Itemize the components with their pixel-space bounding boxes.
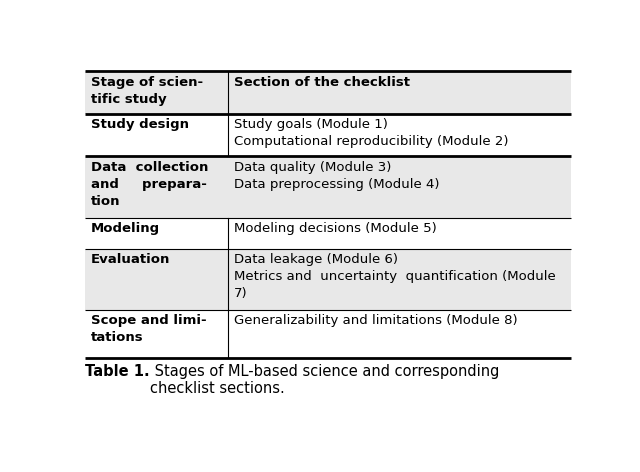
Bar <box>228 114 571 156</box>
Bar <box>228 156 571 218</box>
Text: Table 1.: Table 1. <box>85 364 150 379</box>
Bar <box>228 218 571 249</box>
Text: Modeling: Modeling <box>91 222 160 235</box>
Text: Study design: Study design <box>91 118 189 131</box>
Bar <box>85 71 228 114</box>
Text: Study goals (Module 1)
Computational reproducibility (Module 2): Study goals (Module 1) Computational rep… <box>234 118 509 148</box>
Bar <box>85 310 228 358</box>
Text: Evaluation: Evaluation <box>91 253 170 266</box>
Text: Stages of ML-based science and corresponding
checklist sections.: Stages of ML-based science and correspon… <box>150 364 499 396</box>
Text: Stage of scien-
tific study: Stage of scien- tific study <box>91 76 203 106</box>
Text: Data quality (Module 3)
Data preprocessing (Module 4): Data quality (Module 3) Data preprocessi… <box>234 161 440 191</box>
Text: Modeling decisions (Module 5): Modeling decisions (Module 5) <box>234 222 437 235</box>
Bar <box>85 114 228 156</box>
Bar <box>228 310 571 358</box>
Bar <box>228 249 571 310</box>
Bar <box>85 218 228 249</box>
Text: Data  collection
and     prepara-
tion: Data collection and prepara- tion <box>91 161 208 208</box>
Text: Scope and limi-
tations: Scope and limi- tations <box>91 314 207 345</box>
Bar <box>85 249 228 310</box>
Bar <box>228 71 571 114</box>
Text: Section of the checklist: Section of the checklist <box>234 76 410 89</box>
Bar <box>85 156 228 218</box>
Text: Data leakage (Module 6)
Metrics and  uncertainty  quantification (Module
7): Data leakage (Module 6) Metrics and unce… <box>234 253 556 300</box>
Text: Generalizability and limitations (Module 8): Generalizability and limitations (Module… <box>234 314 518 328</box>
